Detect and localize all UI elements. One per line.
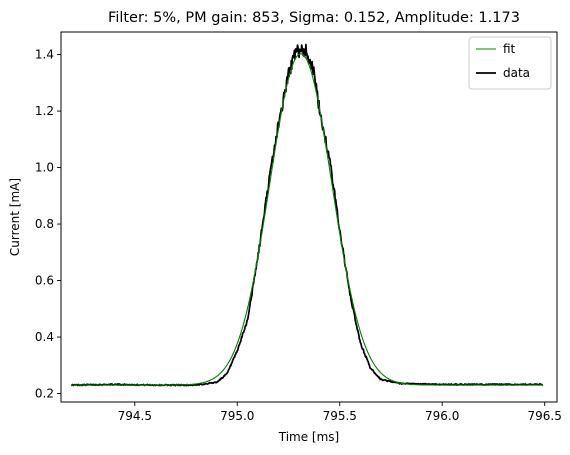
legend-data-label: data [503,66,530,80]
y-tick-label: 1.2 [35,104,54,118]
fit-series-line [71,53,543,386]
x-tick-label: 795.5 [323,409,357,423]
x-tick-label: 794.5 [118,409,152,423]
y-tick-label: 0.2 [35,387,54,401]
data-series-line [70,43,544,387]
legend-frame [468,36,552,90]
x-tick-label: 795.0 [220,409,254,423]
y-tick-label: 0.6 [35,274,54,288]
x-tick-label: 796.0 [425,409,459,423]
y-tick-label: 0.4 [35,330,54,344]
x-tick-label: 796.5 [528,409,562,423]
plot-area-frame [60,31,558,403]
y-tick-label: 1.4 [35,48,54,62]
chart-title: Filter: 5%, PM gain: 853, Sigma: 0.152, … [108,10,520,26]
y-tick-label: 1.0 [35,161,54,175]
y-tick-label: 0.8 [35,217,54,231]
x-axis-label: Time [ms] [278,430,340,444]
y-axis-label: Current [mA] [8,178,22,256]
legend-fit-label: fit [503,42,516,56]
legend: fit data [468,36,552,90]
